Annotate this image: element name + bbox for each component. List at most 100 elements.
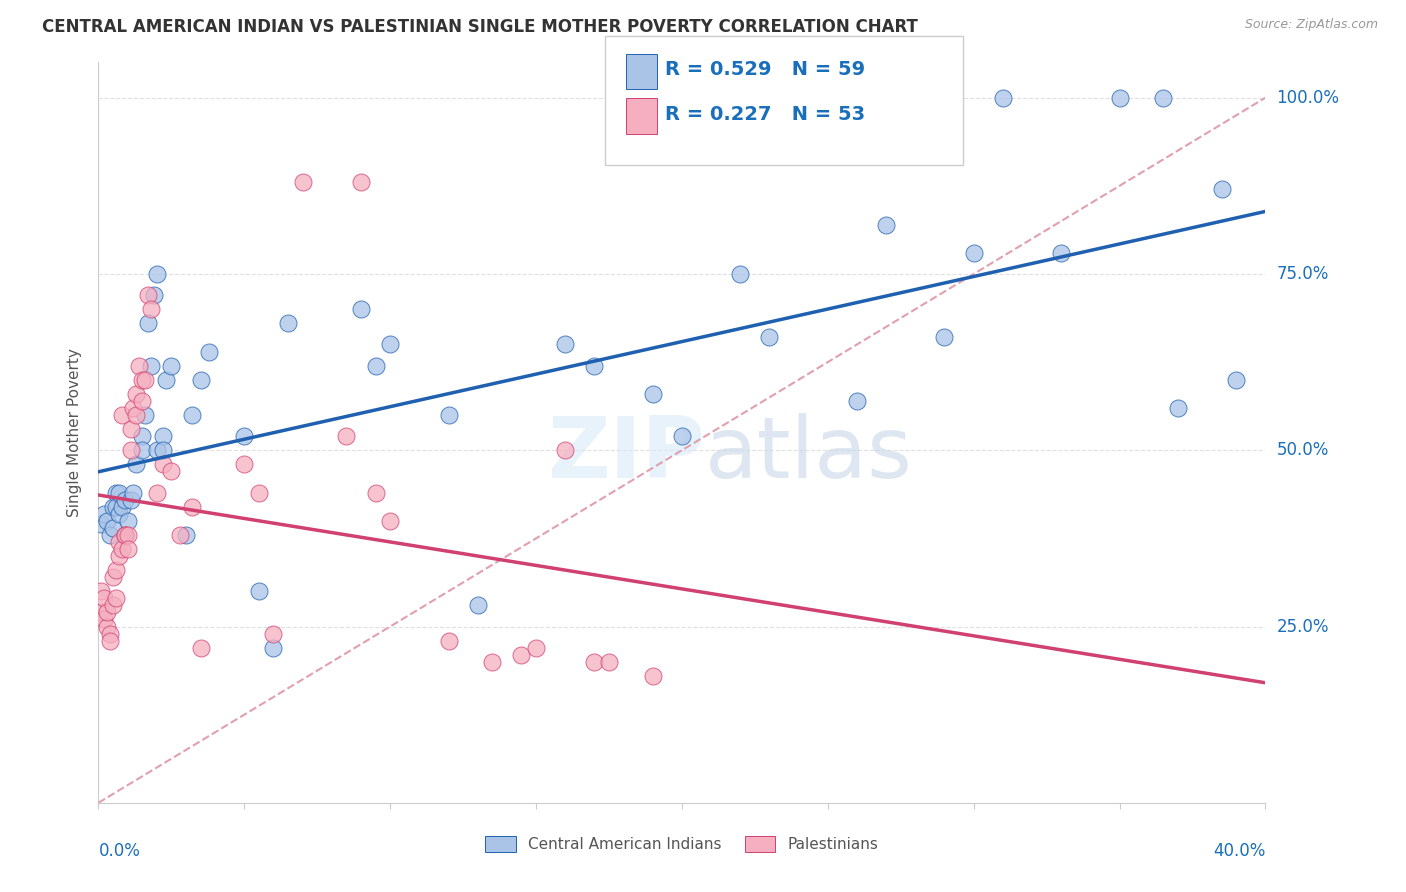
Point — [125, 408, 148, 422]
Legend: Central American Indians, Palestinians: Central American Indians, Palestinians — [479, 830, 884, 858]
Point — [111, 408, 134, 422]
Point — [114, 492, 136, 507]
Point — [131, 429, 153, 443]
Point — [277, 316, 299, 330]
Point — [108, 507, 131, 521]
Point — [101, 500, 124, 514]
Point — [247, 485, 270, 500]
Point — [160, 464, 183, 478]
Point — [142, 288, 165, 302]
Text: 0.0%: 0.0% — [98, 842, 141, 860]
Point — [380, 514, 402, 528]
Point — [128, 359, 150, 373]
Point — [262, 640, 284, 655]
Point — [98, 633, 121, 648]
Point — [104, 563, 127, 577]
Point — [131, 393, 153, 408]
Point — [198, 344, 221, 359]
Point — [1152, 91, 1174, 105]
Point — [136, 288, 159, 302]
Point — [437, 633, 460, 648]
Point — [117, 541, 139, 556]
Point — [104, 591, 127, 606]
Point — [180, 408, 202, 422]
Point — [134, 373, 156, 387]
Point — [96, 619, 118, 633]
Point — [117, 514, 139, 528]
Point — [111, 541, 134, 556]
Point — [467, 599, 489, 613]
Point — [233, 429, 256, 443]
Point — [136, 316, 159, 330]
Text: 75.0%: 75.0% — [1277, 265, 1329, 283]
Point — [934, 330, 956, 344]
Point — [481, 655, 503, 669]
Point — [364, 485, 387, 500]
Text: R = 0.227   N = 53: R = 0.227 N = 53 — [665, 104, 865, 124]
Point — [991, 91, 1014, 105]
Point — [120, 492, 142, 507]
Point — [108, 549, 131, 563]
Point — [104, 500, 127, 514]
Point — [350, 302, 373, 317]
Point — [93, 591, 115, 606]
Text: CENTRAL AMERICAN INDIAN VS PALESTINIAN SINGLE MOTHER POVERTY CORRELATION CHART: CENTRAL AMERICAN INDIAN VS PALESTINIAN S… — [42, 18, 918, 36]
Point — [671, 429, 693, 443]
Text: 40.0%: 40.0% — [1213, 842, 1265, 860]
Point — [583, 655, 606, 669]
Text: atlas: atlas — [706, 413, 914, 496]
Point — [90, 606, 112, 620]
Point — [1050, 245, 1073, 260]
Point — [846, 393, 869, 408]
Point — [111, 500, 134, 514]
Point — [335, 429, 357, 443]
Point — [101, 521, 124, 535]
Point — [641, 669, 664, 683]
Text: 100.0%: 100.0% — [1277, 88, 1340, 107]
Text: R = 0.529   N = 59: R = 0.529 N = 59 — [665, 60, 865, 79]
Point — [122, 401, 145, 415]
Point — [146, 267, 169, 281]
Point — [1167, 401, 1189, 415]
Point — [146, 485, 169, 500]
Text: 50.0%: 50.0% — [1277, 442, 1329, 459]
Point — [120, 422, 142, 436]
Point — [120, 443, 142, 458]
Point — [962, 245, 984, 260]
Point — [98, 626, 121, 640]
Point — [380, 337, 402, 351]
Point — [114, 528, 136, 542]
Point — [247, 584, 270, 599]
Point — [875, 218, 897, 232]
Point — [114, 528, 136, 542]
Point — [152, 443, 174, 458]
Point — [114, 528, 136, 542]
Point — [350, 175, 373, 189]
Point — [101, 570, 124, 584]
Point — [152, 458, 174, 472]
Point — [1108, 91, 1130, 105]
Point — [160, 359, 183, 373]
Point — [117, 528, 139, 542]
Point — [180, 500, 202, 514]
Point — [641, 387, 664, 401]
Point — [364, 359, 387, 373]
Point — [96, 606, 118, 620]
Point — [108, 535, 131, 549]
Point — [90, 584, 112, 599]
Point — [134, 408, 156, 422]
Point — [169, 528, 191, 542]
Point — [758, 330, 780, 344]
Point — [139, 359, 162, 373]
Point — [524, 640, 547, 655]
Point — [730, 267, 752, 281]
Point — [96, 514, 118, 528]
Point — [190, 640, 212, 655]
Point — [174, 528, 197, 542]
Point — [1211, 182, 1233, 196]
Y-axis label: Single Mother Poverty: Single Mother Poverty — [67, 348, 83, 517]
Point — [291, 175, 314, 189]
Point — [1225, 373, 1247, 387]
Point — [554, 443, 576, 458]
Point — [101, 599, 124, 613]
